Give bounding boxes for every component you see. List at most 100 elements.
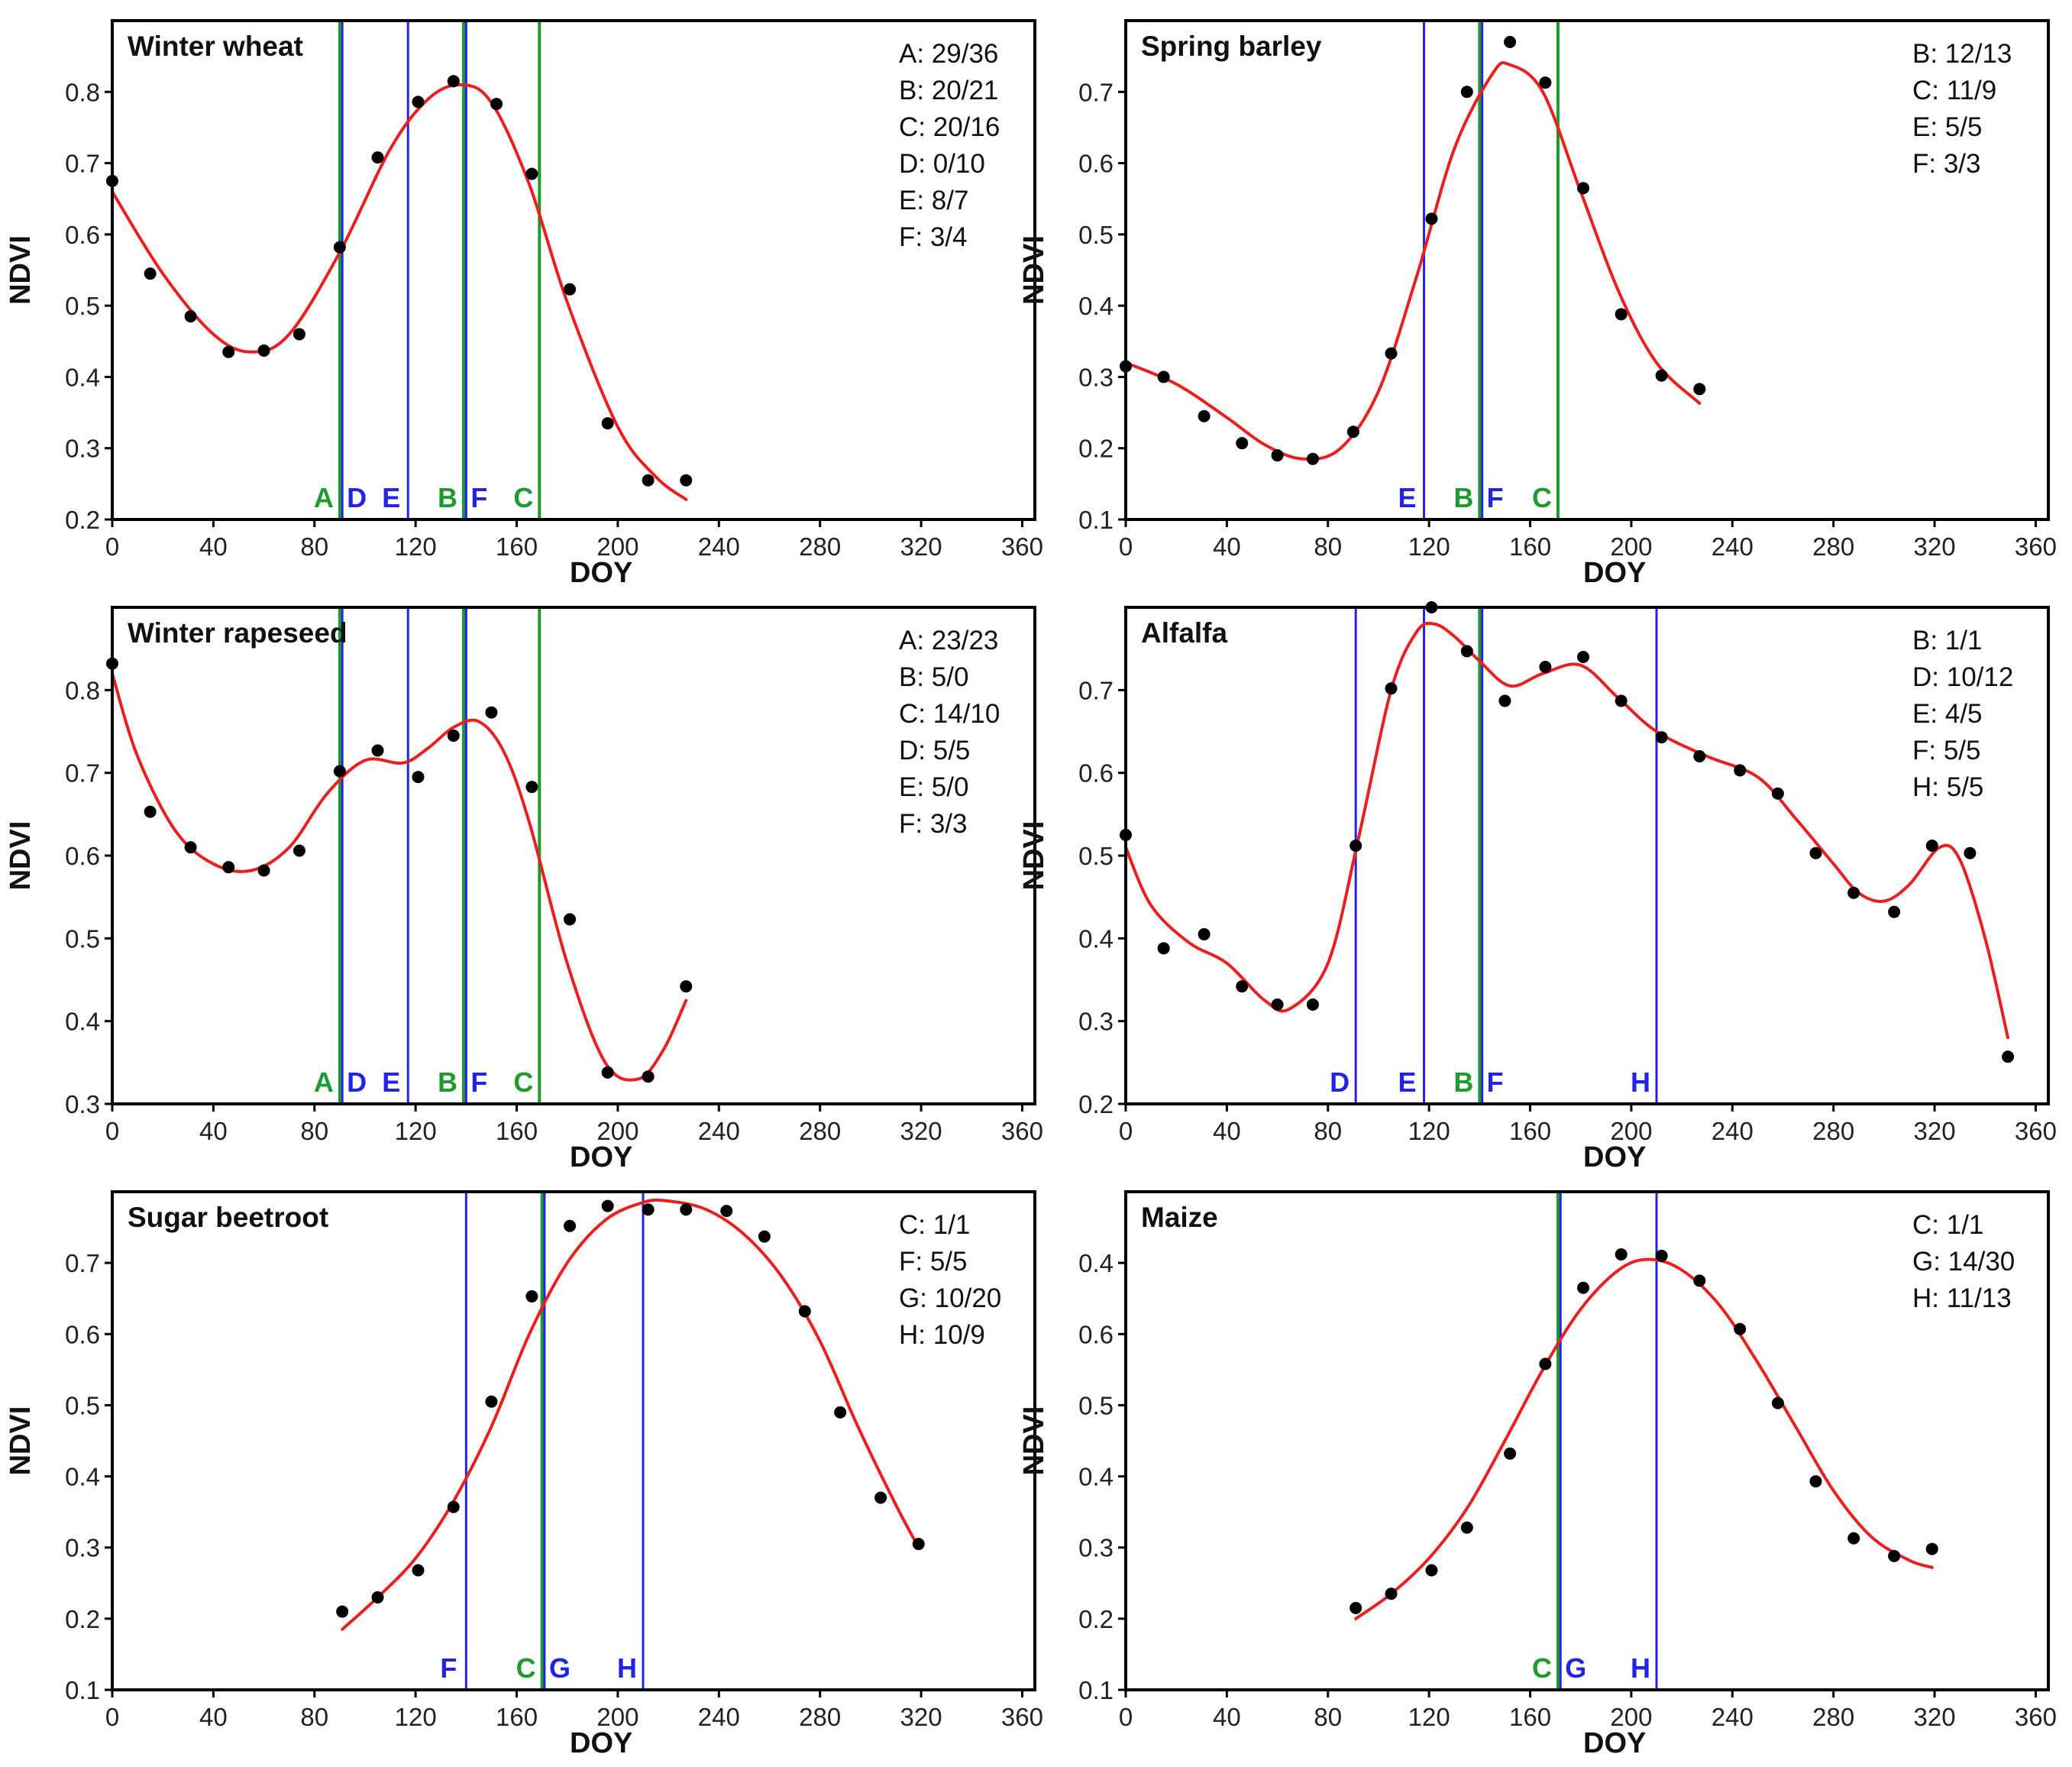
y-tick-label: 0.1 [1078,506,1114,534]
fitted-curve [1354,1257,1934,1620]
x-tick-label: 80 [300,1117,328,1145]
legend-entry: B: 1/1 [1912,626,1982,655]
y-axis-title: NDVI [5,821,37,891]
y-tick-label: 0.6 [1078,150,1114,178]
y-tick-label: 0.8 [65,676,100,704]
observation-point [222,345,235,358]
legend-entry: B: 5/0 [899,662,968,692]
observation-point [1693,383,1706,396]
legend-entry: H: 11/13 [1912,1283,2012,1313]
y-axis-title: NDVI [1018,1406,1050,1476]
y-tick-label: 0.2 [65,506,100,534]
marker-label-e: E [382,1066,400,1098]
x-tick-label: 160 [1509,1703,1551,1731]
y-tick-label: 0.4 [1078,1249,1114,1277]
observation-point [412,771,425,784]
observation-point [601,417,614,430]
y-tick-label: 0.6 [1078,759,1114,788]
marker-label-g: G [549,1652,571,1684]
observation-point [336,1605,349,1618]
x-tick-label: 40 [199,1703,228,1731]
x-axis-title: DOY [1583,1727,1646,1759]
x-tick-label: 40 [1213,1703,1241,1731]
marker-label-h: H [1631,1652,1650,1684]
observation-point [1925,1542,1938,1555]
fitted-curve [341,1198,920,1631]
x-tick-label: 200 [1610,532,1652,561]
observation-point [1734,1322,1747,1335]
observation-point [564,913,577,926]
x-tick-label: 40 [199,532,228,561]
x-tick-label: 240 [698,1703,740,1731]
x-tick-label: 200 [1610,1117,1652,1145]
observation-point [1888,905,1901,918]
x-tick-label: 120 [395,532,437,561]
observation-point [447,75,460,88]
observation-point [144,267,157,280]
observation-point [485,706,498,719]
legend-entry: C: 11/9 [1912,76,1996,105]
legend-entry: E: 8/7 [899,186,968,215]
legend-entry: D: 10/12 [1912,662,2013,692]
legend-entry: A: 23/23 [899,626,998,655]
panel-winter-rapeseed: 0 40 80 120 160 200 240 280 320 360 0.3 0.4 0.5 0.6 0.… [5,606,1043,1173]
marker-label-f: F [470,1066,487,1098]
observation-point [1964,846,1977,859]
legend-entry: D: 0/10 [899,149,985,179]
x-tick-label: 360 [1001,1703,1043,1731]
observation-point [525,167,538,180]
marker-label-e: E [382,482,400,513]
panel-sugar-beetroot: 0 40 80 120 160 200 240 280 320 360 0.1 0.2 0.3 0.4 0.… [5,1190,1043,1759]
marker-label-f: F [470,482,487,513]
panel-frame [111,19,1036,521]
x-tick-label: 80 [1314,532,1342,561]
panel-spring-barley: 0 40 80 120 160 200 240 280 320 360 0.1 0.2 0.3 0.4 0.… [1018,19,2057,589]
x-tick-label: 40 [1213,1117,1241,1145]
x-tick-label: 0 [105,1117,119,1145]
observation-point [601,1199,614,1212]
marker-label-c: C [516,1652,536,1684]
legend-entry: C: 14/10 [899,699,1000,729]
x-tick-label: 0 [1119,532,1133,561]
x-tick-label: 120 [395,1703,437,1731]
observation-point [293,328,305,341]
y-tick-label: 0.7 [1078,78,1114,106]
fitted-curve [111,672,688,1082]
legend-entry: H: 5/5 [1912,772,1983,802]
x-tick-label: 320 [1914,532,1956,561]
observation-point [642,1070,655,1083]
observation-point [1615,694,1628,707]
y-tick-label: 0.3 [1078,1008,1114,1036]
observation-point [1847,886,1860,899]
marker-label-e: E [1398,1066,1417,1098]
panel-title: Maize [1141,1202,1218,1233]
panel-frame [111,606,1036,1105]
x-tick-label: 240 [698,1117,740,1145]
y-axis-title: NDVI [5,1406,37,1476]
y-tick-label: 0.4 [1078,924,1114,953]
observation-point [1306,998,1319,1011]
legend-entry: D: 5/5 [899,736,970,765]
observation-point [1809,1475,1822,1488]
observation-point [1350,1601,1362,1614]
observation-point [447,1500,460,1513]
observation-point [1504,1447,1517,1460]
observation-point [412,95,425,108]
legend-entry: C: 1/1 [1912,1210,1983,1240]
observation-point [1460,1521,1473,1534]
observation-point [257,864,270,877]
observation-point [798,1305,811,1318]
y-tick-label: 0.5 [65,1391,100,1419]
x-tick-label: 80 [1314,1703,1342,1731]
observation-point [1577,1281,1590,1294]
panel-frame [1124,19,2050,521]
marker-label-h: H [1631,1066,1650,1098]
observation-point [1655,1249,1668,1262]
observation-point [1847,1532,1860,1545]
x-tick-label: 280 [799,1117,841,1145]
marker-label-e: E [1398,482,1417,513]
x-tick-label: 280 [1812,532,1854,561]
observation-point [371,744,384,757]
x-tick-label: 120 [1408,1703,1450,1731]
